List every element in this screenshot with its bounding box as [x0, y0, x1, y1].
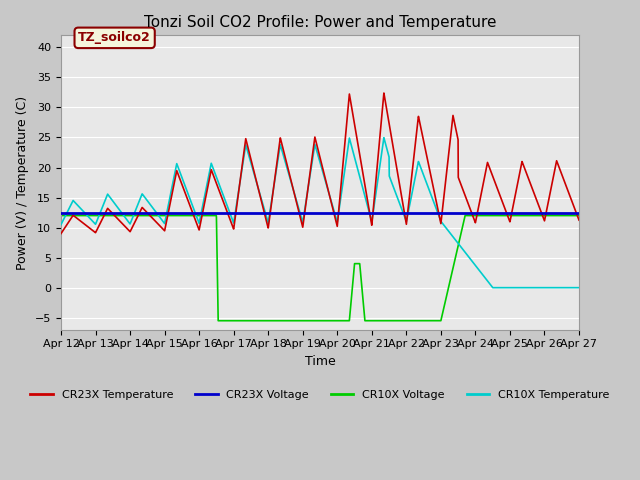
Y-axis label: Power (V) / Temperature (C): Power (V) / Temperature (C) — [17, 96, 29, 270]
X-axis label: Time: Time — [305, 355, 335, 368]
Legend: CR23X Temperature, CR23X Voltage, CR10X Voltage, CR10X Temperature: CR23X Temperature, CR23X Voltage, CR10X … — [26, 385, 614, 404]
Text: TZ_soilco2: TZ_soilco2 — [78, 31, 151, 44]
Title: Tonzi Soil CO2 Profile: Power and Temperature: Tonzi Soil CO2 Profile: Power and Temper… — [144, 15, 496, 30]
